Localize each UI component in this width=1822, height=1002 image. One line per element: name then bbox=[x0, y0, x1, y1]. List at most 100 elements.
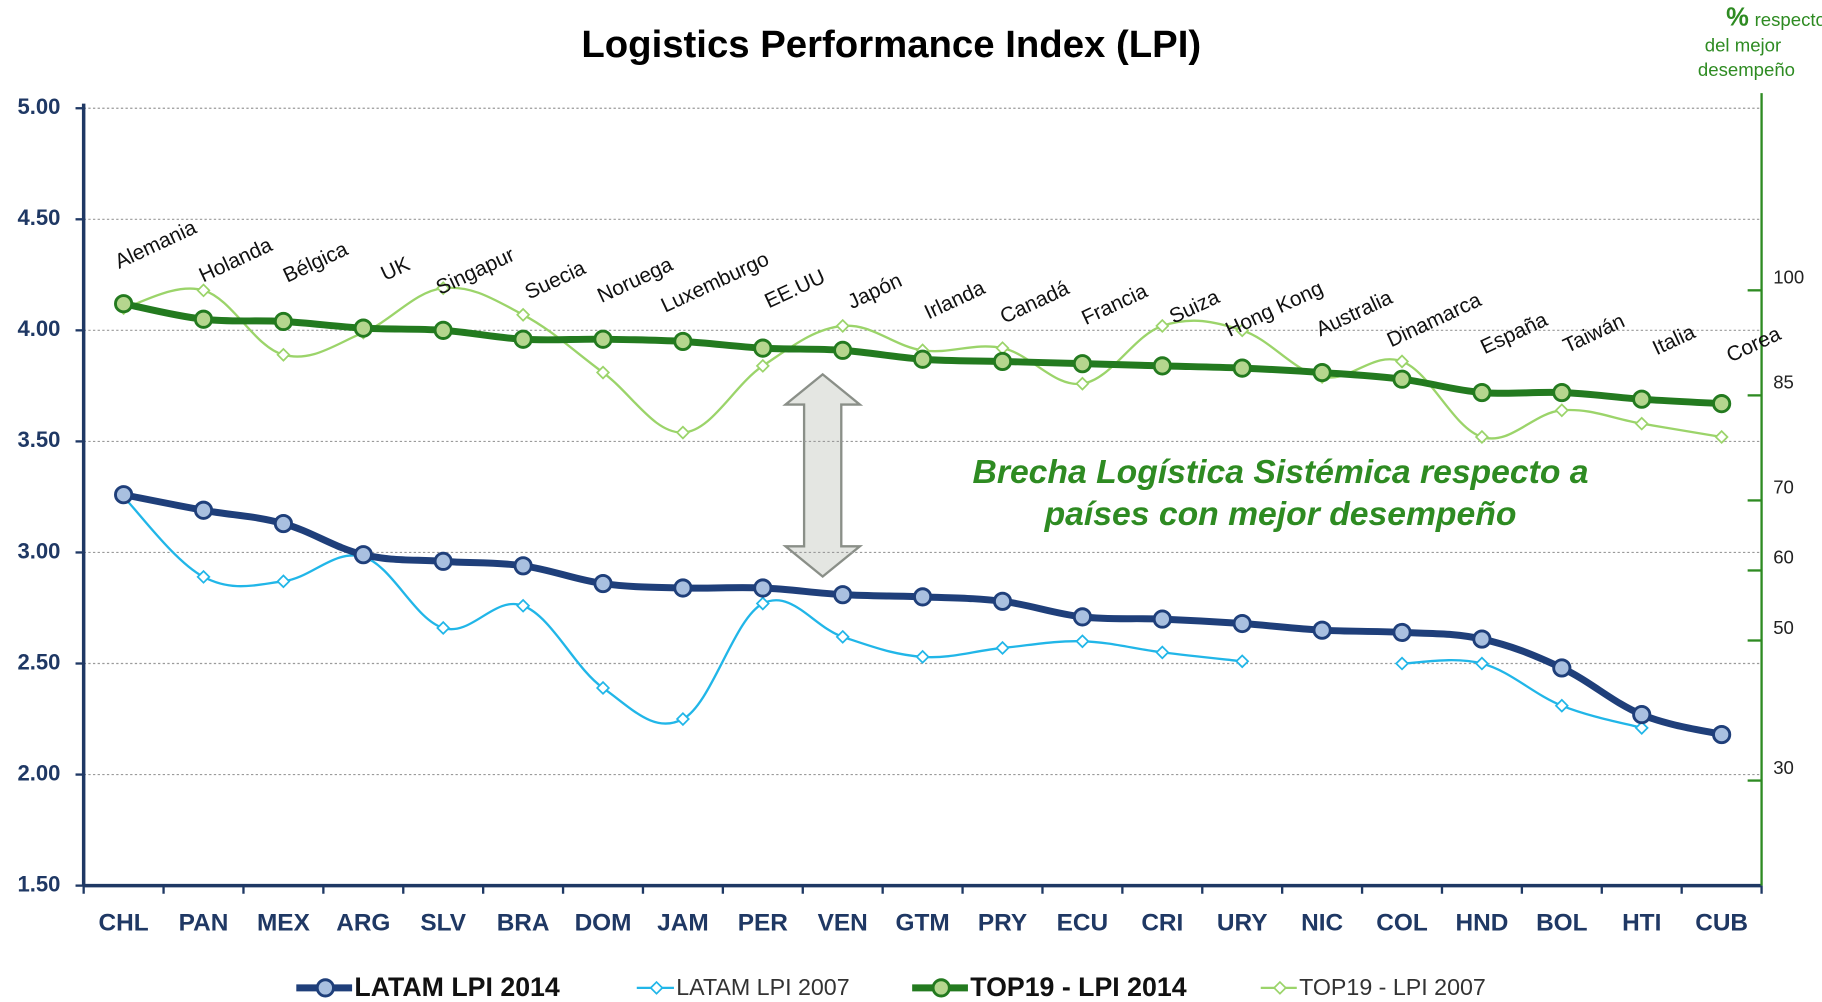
x-tick-label: PAN bbox=[179, 909, 229, 936]
series bbox=[116, 489, 1649, 735]
marker bbox=[593, 573, 613, 594]
marker bbox=[673, 578, 693, 598]
marker bbox=[1632, 705, 1652, 725]
country-label: España bbox=[1477, 308, 1551, 359]
marker bbox=[1714, 429, 1729, 445]
marker bbox=[353, 545, 373, 565]
marker bbox=[595, 680, 611, 695]
x-tick-label: DOM bbox=[575, 909, 632, 936]
annotation: Brecha Logística Sistémica respecto a bbox=[973, 454, 1589, 491]
x-tick-label: BRA bbox=[497, 909, 550, 936]
marker bbox=[753, 338, 773, 358]
y2-tick-label: 85 bbox=[1773, 372, 1794, 393]
country-label: Suecia bbox=[521, 256, 589, 304]
marker bbox=[595, 365, 611, 380]
series-line bbox=[1402, 659, 1643, 730]
marker bbox=[833, 340, 853, 360]
marker bbox=[315, 978, 335, 998]
legend-item: TOP19 - LPI 2007 bbox=[1260, 974, 1486, 1000]
marker bbox=[516, 307, 531, 322]
y-tick-label: 4.50 bbox=[17, 205, 60, 230]
country-label: Corea bbox=[1723, 322, 1785, 367]
marker bbox=[755, 358, 770, 373]
y2-label-line: desempeño bbox=[1698, 59, 1795, 80]
marker bbox=[1232, 358, 1252, 378]
x-tick-label: GTM bbox=[896, 909, 950, 936]
marker bbox=[193, 309, 214, 329]
marker bbox=[992, 591, 1013, 611]
marker bbox=[833, 585, 853, 605]
x-tick-label: NIC bbox=[1301, 909, 1343, 936]
marker bbox=[1712, 394, 1732, 414]
marker bbox=[1155, 318, 1170, 333]
country-label: Japón bbox=[844, 269, 905, 314]
y-tick-label: 3.50 bbox=[17, 427, 60, 452]
x-tick-label: MEX bbox=[257, 909, 311, 936]
annotation: países con mejor desempeño bbox=[1044, 496, 1517, 533]
marker bbox=[516, 598, 531, 613]
marker bbox=[1554, 403, 1569, 418]
marker bbox=[1634, 416, 1649, 431]
marker bbox=[593, 329, 613, 349]
marker bbox=[1272, 980, 1287, 995]
chart-title: Logistics Performance Index (LPI) bbox=[581, 23, 1201, 66]
marker bbox=[353, 318, 373, 338]
marker bbox=[1072, 607, 1093, 627]
marker bbox=[1155, 645, 1170, 660]
marker bbox=[1552, 658, 1572, 678]
marker bbox=[915, 649, 930, 664]
x-tick-label: PER bbox=[738, 909, 789, 936]
marker bbox=[1392, 369, 1412, 389]
marker bbox=[1712, 725, 1732, 745]
marker bbox=[1472, 629, 1492, 649]
marker bbox=[433, 320, 453, 340]
marker bbox=[1152, 609, 1172, 629]
marker bbox=[196, 283, 211, 298]
marker bbox=[1632, 389, 1652, 409]
marker bbox=[1072, 354, 1093, 374]
marker bbox=[513, 329, 533, 349]
marker bbox=[835, 629, 850, 644]
marker bbox=[114, 294, 134, 314]
x-tick-label: PRY bbox=[978, 909, 1027, 936]
y-tick-label: 4.00 bbox=[17, 316, 60, 341]
x-tick-label: ECU bbox=[1057, 909, 1109, 936]
country-label: Taiwán bbox=[1560, 309, 1629, 357]
marker bbox=[1472, 382, 1492, 403]
marker bbox=[1152, 356, 1172, 376]
y-tick-label: 1.50 bbox=[17, 871, 60, 896]
marker bbox=[1075, 634, 1090, 649]
marker bbox=[276, 347, 291, 362]
country-label: UK bbox=[377, 253, 413, 286]
y2-label: % respecto del mejor desempeño bbox=[1698, 4, 1822, 80]
country-label: Dinamarca bbox=[1383, 288, 1485, 352]
y-tick-label: 3.00 bbox=[17, 538, 60, 563]
marker bbox=[1235, 323, 1250, 338]
marker bbox=[755, 596, 770, 611]
x-tick-label: URY bbox=[1217, 909, 1268, 936]
marker bbox=[196, 569, 211, 584]
x-tick-label: HND bbox=[1456, 909, 1509, 936]
marker bbox=[433, 551, 453, 571]
marker bbox=[436, 620, 451, 636]
legend-label: LATAM LPI 2007 bbox=[676, 974, 849, 1000]
legend-label: TOP19 - LPI 2014 bbox=[970, 972, 1186, 1002]
marker bbox=[1394, 656, 1410, 671]
y2-tick-label: 60 bbox=[1773, 547, 1794, 568]
marker bbox=[753, 578, 773, 598]
marker bbox=[1554, 698, 1569, 713]
legend-label: LATAM LPI 2014 bbox=[354, 972, 560, 1002]
y-tick-label: 5.00 bbox=[17, 94, 60, 119]
y2-label-line: del mejor bbox=[1705, 35, 1781, 56]
x-tick-label: SLV bbox=[420, 909, 466, 936]
country-label: Holanda bbox=[195, 233, 276, 287]
marker bbox=[273, 513, 294, 534]
y2-tick-label: 100 bbox=[1773, 267, 1804, 288]
legend-item: TOP19 - LPI 2014 bbox=[912, 972, 1187, 1002]
country-label: Irlanda bbox=[921, 276, 989, 324]
x-tick-label: COL bbox=[1376, 909, 1428, 936]
x-tick-label: BOL bbox=[1536, 909, 1588, 936]
y2-label-line: % bbox=[1726, 4, 1749, 32]
marker bbox=[913, 587, 933, 607]
